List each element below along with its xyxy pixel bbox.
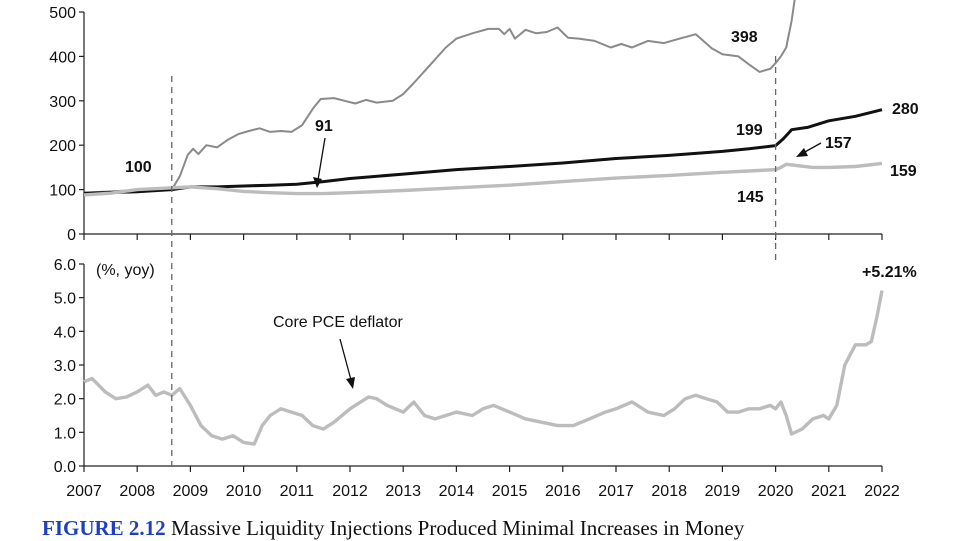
y-tick-label: 1.0 [54, 425, 76, 442]
y-tick-label: 4.0 [54, 324, 76, 341]
y-tick-label: 400 [49, 49, 76, 66]
y-tick-label: 200 [49, 138, 76, 155]
y-tick-label: 2.0 [54, 392, 76, 409]
y-tick-label: 300 [49, 94, 76, 111]
label-100: 100 [125, 159, 152, 176]
y-tick-label: 0.0 [54, 459, 76, 476]
label-280: 280 [892, 101, 919, 118]
arrow-pce-shaft [339, 338, 352, 381]
label-91: 91 [315, 118, 333, 135]
figure-caption: FIGURE 2.12 Massive Liquidity Injections… [42, 516, 942, 541]
y-tick-label: 0 [67, 227, 76, 244]
chart: 0 100 200 300 400 500 0.0 1.0 2.0 3.0 4.0 5.0 6.0 20… [49, 0, 919, 500]
x-tick-label: 2017 [598, 483, 634, 500]
arrow-157-shaft [802, 142, 822, 154]
caption-label: FIGURE 2.12 [42, 516, 166, 540]
x-tick-label: 2008 [119, 483, 155, 500]
y-tick-label: 3.0 [54, 358, 76, 375]
x-tick-label: 2015 [492, 483, 528, 500]
label-398: 398 [731, 29, 758, 46]
arrow-157-head [796, 148, 808, 157]
label-core-pce: Core PCE deflator [273, 314, 404, 331]
x-tick-label: 2010 [226, 483, 262, 500]
y-tick-label: 6.0 [54, 257, 76, 274]
x-tick-label: 2016 [545, 483, 581, 500]
x-tick-label: 2014 [439, 483, 475, 500]
x-tick-label: 2011 [280, 483, 315, 500]
caption-text: Massive Liquidity Injections Produced Mi… [170, 516, 745, 540]
series-line-0-1 [84, 108, 883, 195]
arrow-91-shaft [317, 137, 326, 181]
label-157: 157 [825, 135, 852, 152]
label-199: 199 [736, 122, 763, 139]
arrows [313, 137, 822, 389]
guides [171, 56, 777, 470]
x-tick-label: 2018 [651, 483, 687, 500]
arrow-pce-head [346, 377, 355, 389]
y-tick-label: 100 [49, 183, 76, 200]
arrow-91-head [313, 177, 322, 188]
bottom-panel: 0.0 1.0 2.0 3.0 4.0 5.0 6.0 2007 2008 2009 2010 201… [54, 257, 900, 500]
label-5-21: +5.21% [862, 264, 917, 281]
x-tick-label: 2020 [758, 483, 794, 500]
label-145: 145 [737, 189, 764, 206]
series-line-0-2 [84, 161, 883, 197]
y-tick-label: 500 [49, 5, 76, 22]
x-tick-label: 2019 [705, 483, 741, 500]
top-panel: 0 100 200 300 400 500 [49, 0, 883, 244]
x-tick-label: 2007 [66, 483, 102, 500]
x-tick-label: 2012 [332, 483, 368, 500]
y-tick-label: 5.0 [54, 291, 76, 308]
x-tick-label: 2022 [864, 483, 900, 500]
label-159: 159 [890, 163, 917, 180]
series-line-0-0 [84, 0, 796, 194]
bottom-ylabel: (%, yoy) [96, 262, 155, 279]
labels: 100 91 398 199 157 145 280 159 (%, yoy) … [96, 29, 919, 331]
x-tick-label: 2021 [811, 483, 847, 500]
x-tick-label: 2013 [385, 483, 421, 500]
x-tick-label: 2009 [173, 483, 209, 500]
series-line-1-0 [83, 290, 884, 446]
